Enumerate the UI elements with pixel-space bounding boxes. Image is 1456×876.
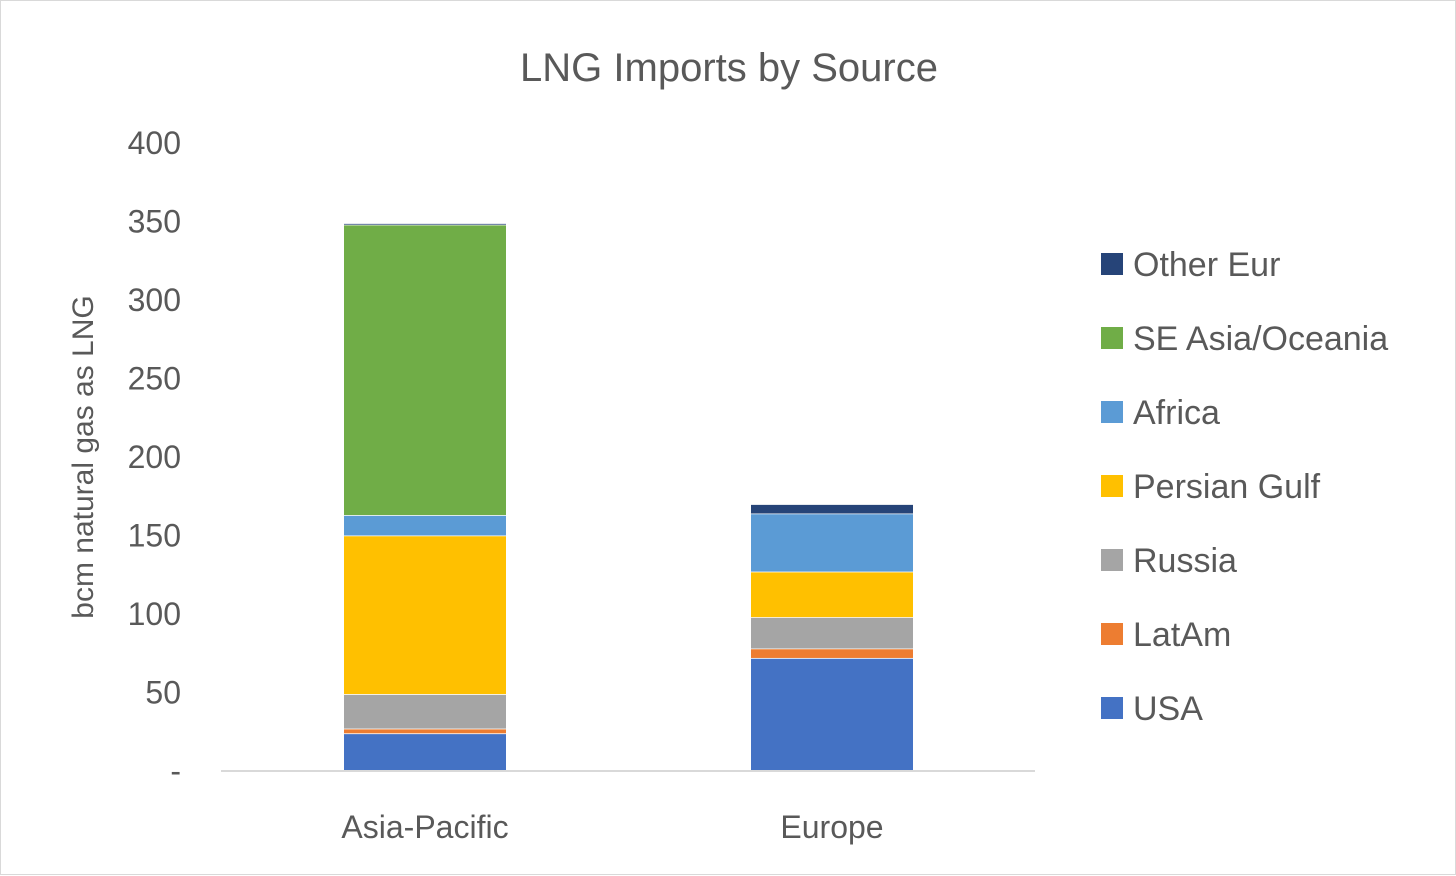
bar-segment-usa-asia-pacific (344, 733, 506, 771)
y-tick-label: 300 (128, 282, 181, 318)
y-tick-label: - (170, 753, 181, 789)
y-tick-label: 100 (128, 596, 181, 632)
legend-label: Persian Gulf (1133, 468, 1321, 506)
bar-segment-usa-europe (751, 657, 913, 771)
bar-segment-russia-europe (751, 617, 913, 649)
y-tick-label: 150 (128, 518, 181, 554)
y-tick-label: 250 (128, 361, 181, 397)
x-axis-categories: Asia-Pacific Europe (341, 809, 883, 845)
bar-segment-se-asia-oceania-asia-pacific (344, 224, 506, 516)
y-tick-label: 50 (145, 675, 181, 711)
bar-segment-russia-asia-pacific (344, 694, 506, 729)
bar-segment-latam-asia-pacific (344, 728, 506, 734)
legend-label: SE Asia/Oceania (1133, 320, 1388, 358)
y-axis-label: bcm natural gas as LNG (67, 295, 100, 618)
bar-segment-other-eur-asia-pacific (344, 223, 506, 225)
legend-swatch (1101, 623, 1123, 645)
legend-label: USA (1133, 690, 1203, 728)
y-tick-label: 350 (128, 204, 181, 240)
y-tick-label: 400 (128, 125, 181, 161)
bar-segment-africa-europe (751, 513, 913, 572)
legend-label: Other Eur (1133, 246, 1280, 284)
chart-title: LNG Imports by Source (520, 46, 938, 90)
bar-segment-other-eur-europe (751, 504, 913, 514)
bar-segment-persian-gulf-asia-pacific (344, 535, 506, 695)
legend-swatch (1101, 475, 1123, 497)
legend-swatch (1101, 327, 1123, 349)
bar-segment-latam-europe (751, 648, 913, 658)
x-category-label: Europe (780, 809, 883, 845)
legend-swatch (1101, 697, 1123, 719)
bar-segment-africa-asia-pacific (344, 515, 506, 536)
x-category-label: Asia-Pacific (341, 809, 508, 845)
legend: Other Eur SE Asia/Oceania Africa Persian Gu… (1101, 246, 1388, 728)
legend-label: Africa (1133, 394, 1220, 432)
bars (344, 222, 913, 771)
legend-swatch (1101, 253, 1123, 275)
y-axis-ticks: - 50 100 150 200 250 300 350 400 (128, 125, 181, 789)
y-tick-label: 200 (128, 439, 181, 475)
bar-segment-persian-gulf-europe (751, 571, 913, 618)
legend-label: LatAm (1133, 616, 1231, 654)
legend-swatch (1101, 401, 1123, 423)
legend-label: Russia (1133, 542, 1237, 580)
legend-swatch (1101, 549, 1123, 571)
